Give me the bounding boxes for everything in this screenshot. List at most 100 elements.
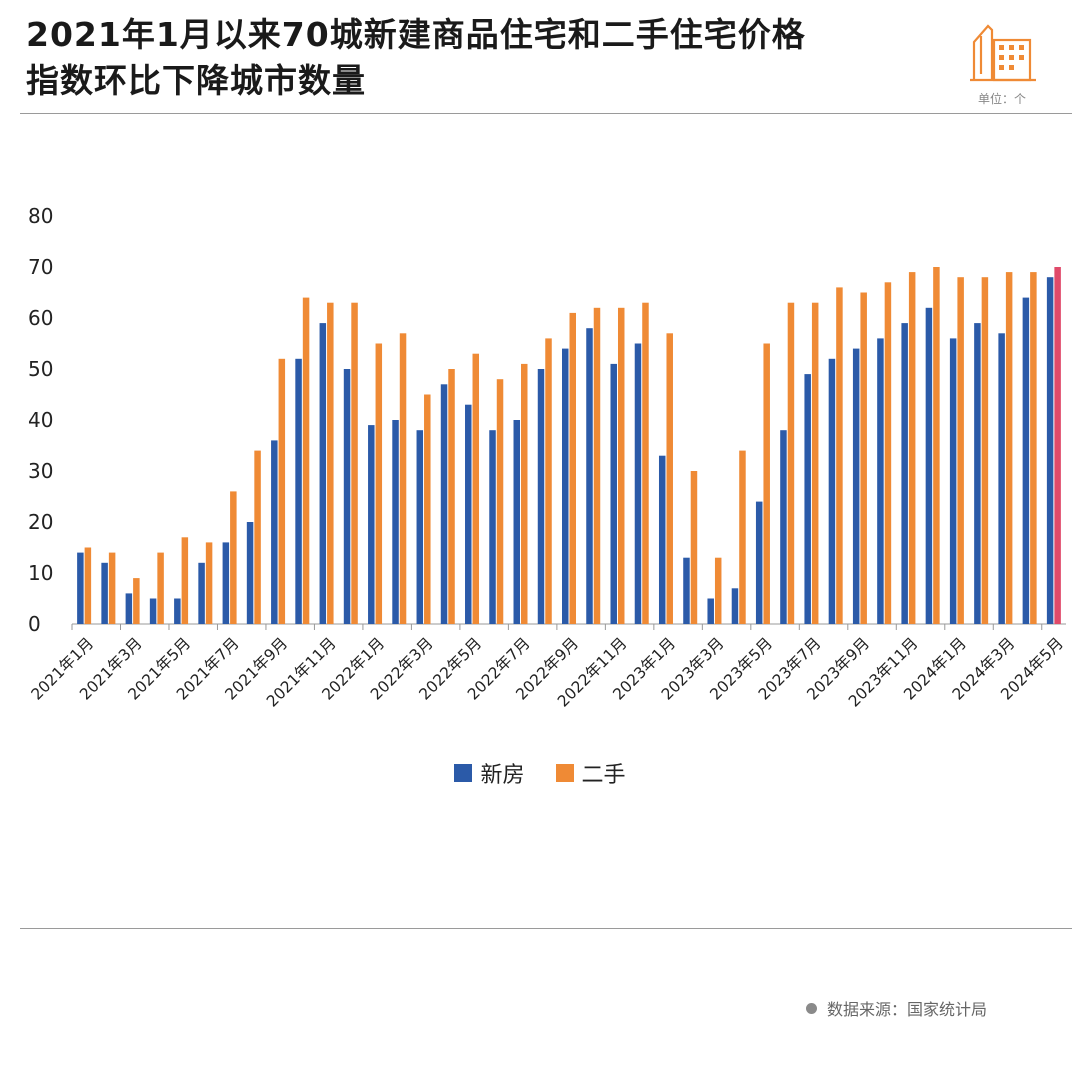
bar-new xyxy=(731,588,739,624)
bar-new xyxy=(1022,297,1030,624)
bar-second xyxy=(278,358,286,624)
bar-new xyxy=(465,404,472,624)
y-tick-label: 60 xyxy=(28,306,53,330)
bar-second xyxy=(787,302,795,624)
bar-second xyxy=(908,272,916,624)
bar-second xyxy=(496,379,504,624)
bar-second xyxy=(84,547,92,624)
bar-second xyxy=(836,287,843,624)
bar-chart: 010203040506070802021年1月2021年3月2021年5月20… xyxy=(28,204,1067,711)
bar-second xyxy=(472,353,480,624)
bar-second xyxy=(617,307,625,624)
y-tick-label: 20 xyxy=(28,510,53,534)
bar-second xyxy=(690,471,698,624)
bar-new xyxy=(828,358,836,624)
bar-new xyxy=(877,338,884,624)
bar-second xyxy=(714,557,722,624)
bar-second xyxy=(327,302,334,624)
bar-second xyxy=(884,282,892,624)
legend-swatch-new xyxy=(454,764,473,782)
bar-second xyxy=(957,277,964,624)
header-divider xyxy=(20,113,1072,114)
y-tick-label: 80 xyxy=(28,204,53,228)
chart-title: 2021年1月以来70城新建商品住宅和二手住宅价格 指数环比下降城市数量 xyxy=(26,12,806,104)
unit-label: 单位：个 xyxy=(978,92,1027,106)
bar-new xyxy=(610,363,617,624)
bar-second xyxy=(569,312,576,624)
y-tick-label: 0 xyxy=(28,612,41,636)
y-tick-label: 10 xyxy=(28,561,53,585)
footer-divider xyxy=(20,928,1072,929)
building-icon xyxy=(970,24,1036,82)
bar-second xyxy=(424,394,431,624)
bar-new xyxy=(755,501,763,624)
bar-new xyxy=(780,430,787,624)
bar-new xyxy=(198,562,205,624)
bar-new xyxy=(271,440,278,624)
bar-new xyxy=(149,598,157,624)
bar-new xyxy=(1046,277,1054,624)
bar-second xyxy=(375,343,383,624)
bar-new xyxy=(295,358,302,624)
bar-new xyxy=(974,323,981,624)
bar-new xyxy=(392,420,399,624)
bar-second xyxy=(1054,267,1061,624)
bar-new xyxy=(222,542,230,624)
legend-swatch-second xyxy=(555,764,574,782)
bar-second xyxy=(860,292,867,624)
bar-new xyxy=(77,552,84,624)
bullet-icon xyxy=(806,1002,817,1014)
bar-new xyxy=(368,425,375,624)
bar-second xyxy=(545,338,552,624)
bar-second xyxy=(351,302,358,624)
bar-second xyxy=(448,369,455,624)
bar-new xyxy=(586,328,593,624)
bar-second xyxy=(1030,272,1037,624)
bar-new xyxy=(998,333,1005,624)
bar-new xyxy=(707,598,714,624)
bar-second xyxy=(230,491,237,624)
bar-new xyxy=(125,593,133,624)
bar-new xyxy=(562,348,569,624)
bar-second xyxy=(108,552,116,624)
bar-new xyxy=(537,369,545,624)
bar-new xyxy=(634,343,642,624)
bar-second xyxy=(666,333,673,624)
bar-second xyxy=(205,542,213,624)
title-line-2: 指数环比下降城市数量 xyxy=(26,61,366,100)
bar-new xyxy=(949,338,957,624)
bar-new xyxy=(925,307,933,624)
bar-new xyxy=(852,348,860,624)
legend-item-second: 二手 xyxy=(555,757,626,789)
bar-second xyxy=(593,307,601,624)
source-text: 数据来源：国家统计局 xyxy=(827,1000,988,1019)
bar-new xyxy=(246,522,254,624)
bar-second xyxy=(181,537,189,624)
bar-new xyxy=(804,374,811,624)
bar-new xyxy=(683,557,690,624)
legend-label-second: 二手 xyxy=(581,763,626,788)
bar-second xyxy=(981,277,989,624)
bar-second xyxy=(521,363,528,624)
y-tick-label: 30 xyxy=(28,459,53,483)
bar-second xyxy=(642,302,649,624)
bar-new xyxy=(513,420,521,624)
bar-new xyxy=(416,430,424,624)
bar-new xyxy=(101,562,108,624)
legend: 新房 二手 xyxy=(0,757,1080,789)
bar-second xyxy=(811,302,819,624)
bar-new xyxy=(440,384,448,624)
source-note: 数据来源：国家统计局 xyxy=(806,996,987,1020)
bar-second xyxy=(763,343,770,624)
legend-item-new: 新房 xyxy=(454,757,525,789)
bar-second xyxy=(933,267,940,624)
bar-second xyxy=(399,333,407,624)
bar-second xyxy=(133,578,140,624)
bar-new xyxy=(174,598,181,624)
bar-second xyxy=(1005,272,1013,624)
title-line-1: 2021年1月以来70城新建商品住宅和二手住宅价格 xyxy=(26,15,806,54)
bar-second xyxy=(739,450,746,624)
y-tick-label: 40 xyxy=(28,408,53,432)
bar-new xyxy=(319,323,327,624)
bar-new xyxy=(343,369,351,624)
